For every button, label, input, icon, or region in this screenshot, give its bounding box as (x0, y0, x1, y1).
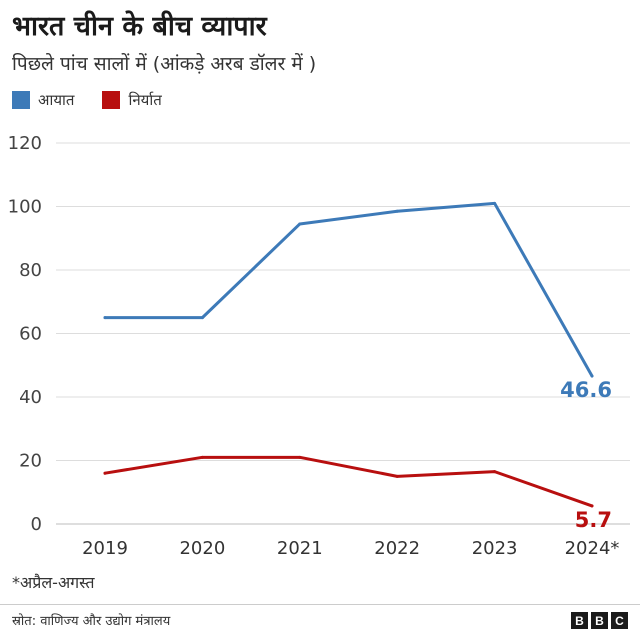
x-tick-label: 2021 (277, 538, 323, 559)
chart-title: भारत चीन के बीच व्यापार (12, 11, 267, 42)
legend-label-exports: निर्यात (128, 91, 162, 109)
y-tick-label: 100 (8, 197, 42, 218)
exports-data-point (395, 474, 399, 478)
bbc-logo: B B C (571, 612, 628, 629)
imports-data-point (103, 316, 107, 320)
x-tick-label: 2020 (179, 538, 225, 559)
legend-swatch-imports (12, 91, 30, 109)
exports-end-label: 5.7 (575, 508, 612, 532)
bbc-logo-block: C (611, 612, 628, 629)
exports-data-point (493, 470, 497, 474)
imports-end-label: 46.6 (560, 378, 612, 402)
y-tick-label: 40 (19, 387, 42, 408)
imports-data-point (298, 222, 302, 226)
legend-swatch-exports (102, 91, 121, 109)
line-chart: 0 20 40 60 80 100 120 2019 2020 2021 2022 2023 2024*… (8, 133, 630, 559)
y-tick-label: 120 (8, 133, 42, 154)
imports-data-point (395, 209, 399, 213)
chart-legend: आयात निर्यात (12, 90, 162, 110)
bbc-logo-block: B (591, 612, 608, 629)
y-tick-label: 60 (19, 324, 42, 345)
exports-series-line (103, 455, 594, 508)
footnote: *अप्रैल-अगस्त (12, 573, 95, 592)
exports-data-point (103, 471, 107, 475)
legend-item-imports: आयात (12, 90, 74, 110)
source-text: स्रोत: वाणिज्य और उद्योग मंत्रालय (12, 614, 171, 629)
bbc-logo-block: B (571, 612, 588, 629)
y-tick-label: 20 (19, 451, 42, 472)
y-tick-label: 80 (19, 260, 42, 281)
exports-data-point (200, 455, 204, 459)
chart-subtitle: पिछले पांच सालों में (आंकड़े अरब डॉलर मे… (12, 53, 317, 75)
imports-series-line (103, 201, 594, 378)
x-tick-label: 2023 (472, 538, 518, 559)
imports-data-point (493, 201, 497, 205)
legend-label-imports: आयात (38, 91, 75, 109)
footer-divider (0, 604, 640, 605)
x-tick-label: 2022 (374, 538, 420, 559)
x-tick-label: 2024* (565, 538, 620, 559)
imports-data-point (200, 316, 204, 320)
x-tick-label: 2019 (82, 538, 128, 559)
imports-data-point (590, 374, 594, 378)
exports-data-point (298, 455, 302, 459)
legend-item-exports: निर्यात (102, 90, 162, 110)
exports-data-point (590, 504, 594, 508)
y-tick-label: 0 (31, 514, 42, 535)
